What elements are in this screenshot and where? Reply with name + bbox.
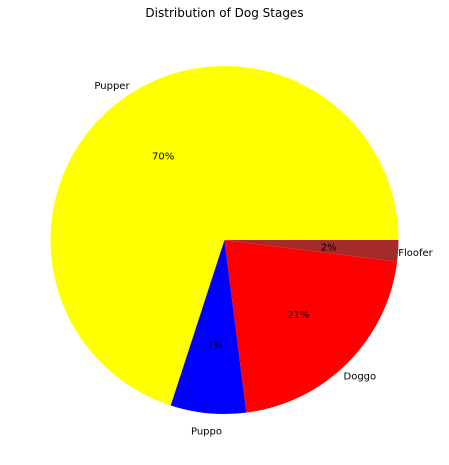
slice-percent-puppo: 7% (207, 340, 223, 351)
pie-slices (50, 66, 399, 414)
slice-percent-floofer: 2% (321, 243, 337, 254)
pie-slice-pupper (50, 66, 399, 406)
pie-slice-floofer (224, 240, 399, 262)
pie-slice-doggo (224, 240, 398, 413)
pie-labels: Pupper 70% Puppo 7% Doggo 21% Floofer 2% (94, 81, 433, 437)
chart-title: Distribution of Dog Stages (145, 6, 303, 20)
slice-label-pupper: Pupper (94, 81, 130, 92)
slice-percent-doggo: 21% (287, 310, 309, 321)
pie-slice-puppo (170, 240, 247, 414)
slice-percent-pupper: 70% (152, 152, 174, 163)
slice-label-floofer: Floofer (398, 248, 433, 259)
slice-label-puppo: Puppo (191, 427, 222, 438)
slice-label-doggo: Doggo (344, 371, 377, 382)
